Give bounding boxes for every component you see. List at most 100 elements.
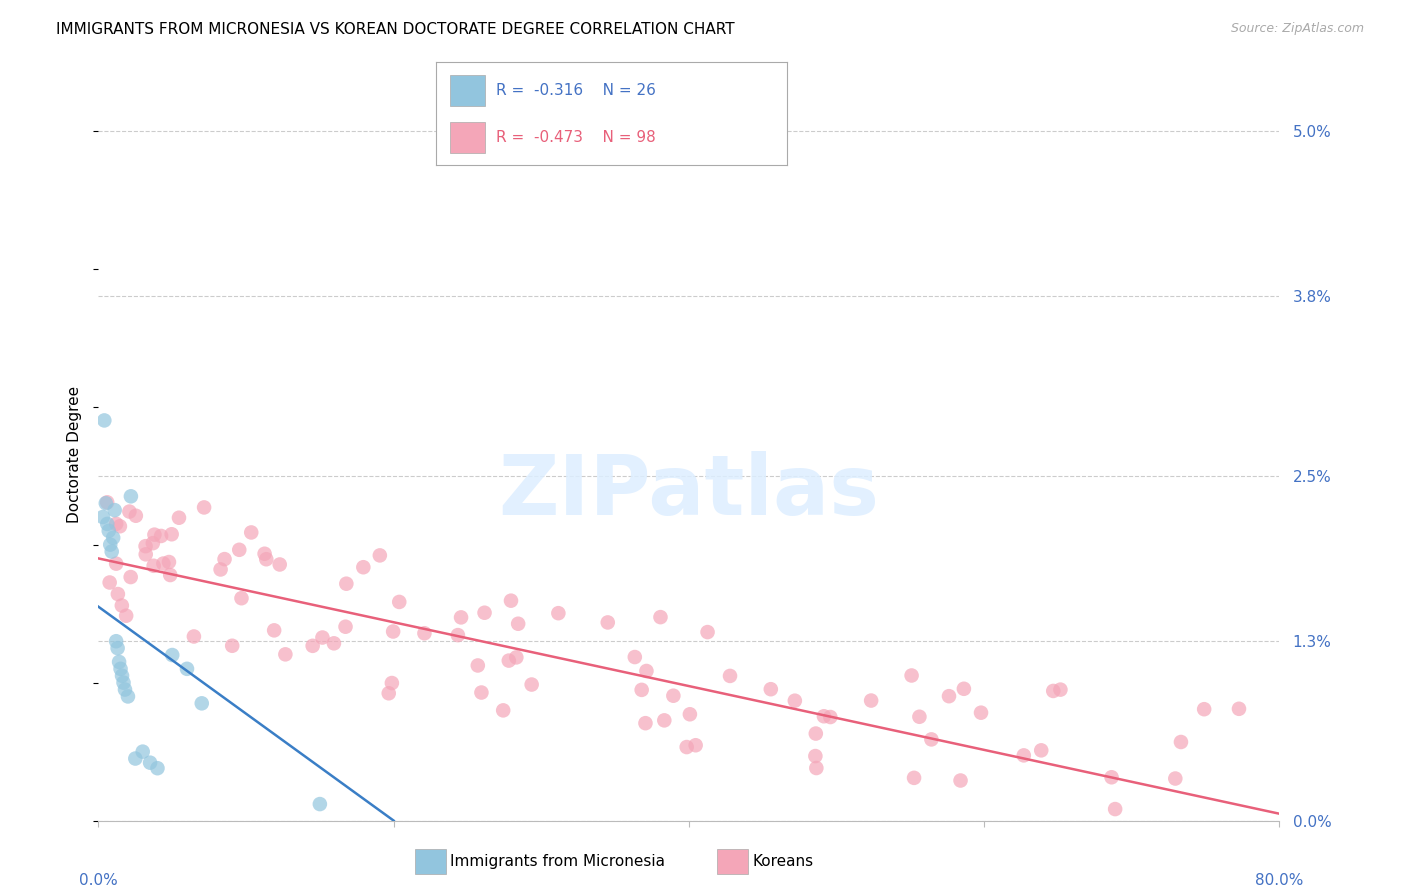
Point [107, 641, 129, 656]
Point [105, 634, 128, 648]
Text: Immigrants from Micronesia: Immigrants from Micronesia [450, 855, 665, 869]
Point [97, 524, 120, 538]
Point [142, 558, 165, 573]
Text: Source: ZipAtlas.com: Source: ZipAtlas.com [1230, 22, 1364, 36]
Point [759, 682, 782, 697]
Point [105, 557, 128, 571]
Point [662, 689, 685, 703]
Point [806, 761, 828, 775]
Point [508, 616, 530, 631]
Point [652, 714, 675, 728]
Point [176, 662, 198, 676]
Text: Koreans: Koreans [752, 855, 813, 869]
Point [696, 625, 718, 640]
Point [783, 694, 806, 708]
Text: 0.0%: 0.0% [79, 873, 118, 888]
Point [167, 510, 190, 524]
Point [91, 510, 114, 524]
Point [120, 489, 142, 503]
Point [335, 620, 357, 634]
Point [240, 525, 263, 540]
Point [191, 696, 214, 710]
Point [949, 773, 972, 788]
Point [1170, 735, 1192, 749]
Point [96, 516, 118, 531]
Point [596, 615, 619, 630]
Point [447, 628, 470, 642]
Point [221, 639, 243, 653]
Point [263, 624, 285, 638]
Point [636, 664, 658, 678]
Point [104, 503, 127, 517]
Point [103, 531, 125, 545]
Point [301, 639, 323, 653]
Point [1031, 743, 1053, 757]
Point [254, 552, 277, 566]
Point [718, 669, 741, 683]
Point [110, 662, 132, 676]
Point [1164, 772, 1187, 786]
Point [382, 624, 405, 639]
Point [124, 751, 146, 765]
Point [1101, 770, 1123, 784]
Point [335, 576, 357, 591]
Point [98, 538, 121, 552]
Point [470, 685, 492, 699]
Point [860, 693, 883, 707]
Point [269, 558, 291, 572]
Y-axis label: Doctorate Degree: Doctorate Degree [67, 386, 83, 524]
Point [93, 413, 115, 427]
Point [1227, 702, 1250, 716]
Point [467, 658, 489, 673]
Point [492, 703, 515, 717]
Point [183, 630, 205, 644]
Point [381, 676, 404, 690]
Point [96, 495, 118, 509]
Point [139, 756, 162, 770]
Point [94, 496, 117, 510]
Point [135, 539, 157, 553]
Point [368, 549, 391, 563]
Point [903, 771, 925, 785]
Point [804, 726, 827, 740]
Point [679, 707, 702, 722]
Point [377, 686, 399, 700]
Point [143, 527, 166, 541]
Point [120, 570, 142, 584]
Point [650, 610, 672, 624]
Point [820, 710, 842, 724]
Point [1012, 748, 1035, 763]
Point [111, 669, 134, 683]
Point [547, 606, 569, 620]
Point [623, 650, 645, 665]
Point [520, 677, 543, 691]
Point [108, 655, 131, 669]
Point [900, 668, 922, 682]
Point [675, 740, 697, 755]
Point [228, 542, 250, 557]
Bar [450, 122, 485, 153]
Text: ZIPatlas: ZIPatlas [499, 451, 879, 532]
Point [108, 519, 131, 533]
Point [114, 682, 136, 697]
Point [813, 709, 835, 723]
Point [311, 631, 333, 645]
Point [505, 650, 527, 665]
Point [970, 706, 993, 720]
Point [323, 636, 346, 650]
Point [309, 797, 332, 811]
Point [157, 555, 180, 569]
Point [132, 745, 155, 759]
Text: R =  -0.473    N = 98: R = -0.473 N = 98 [496, 130, 655, 145]
Point [908, 710, 931, 724]
Point [150, 529, 173, 543]
Point [474, 606, 496, 620]
Point [804, 749, 827, 764]
Point [938, 689, 960, 703]
Point [117, 690, 139, 704]
Point [499, 593, 522, 607]
Point [107, 587, 129, 601]
Point [100, 544, 122, 558]
Point [162, 648, 183, 662]
Point [159, 568, 181, 582]
